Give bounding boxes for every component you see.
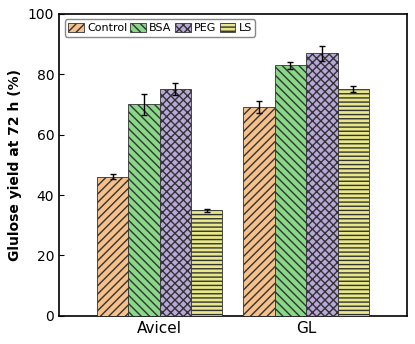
Bar bbox=[128, 105, 160, 316]
Bar bbox=[191, 210, 222, 316]
Bar bbox=[243, 107, 275, 316]
Bar bbox=[337, 89, 369, 316]
Bar bbox=[306, 53, 337, 316]
Legend: Control, BSA, PEG, LS: Control, BSA, PEG, LS bbox=[65, 19, 255, 36]
Bar bbox=[160, 89, 191, 316]
Bar bbox=[275, 65, 306, 316]
Y-axis label: Glulose yield at 72 h (%): Glulose yield at 72 h (%) bbox=[8, 69, 22, 261]
Bar bbox=[97, 177, 128, 316]
